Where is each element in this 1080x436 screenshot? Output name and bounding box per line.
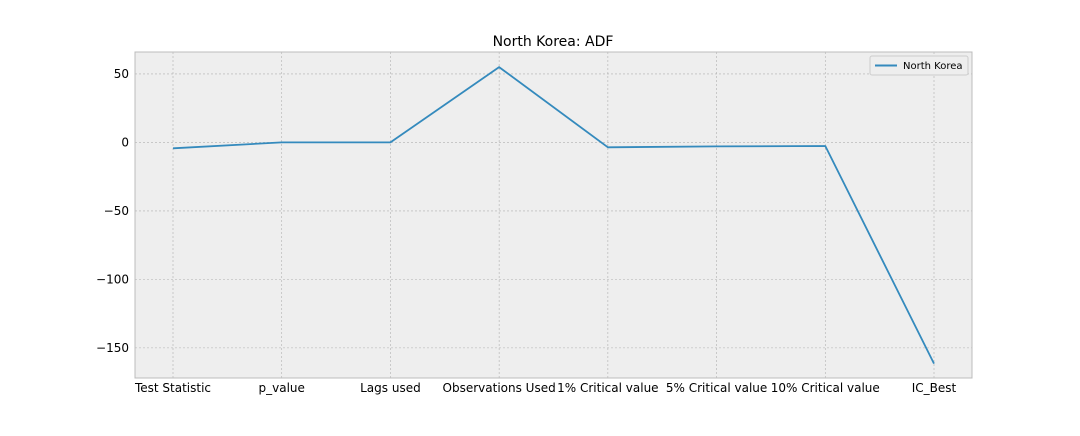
y-tick-label: 50 xyxy=(114,67,129,81)
series-line-north-korea xyxy=(172,66,935,365)
x-tick-label: 1% Critical value xyxy=(557,381,658,395)
x-tick-label: Lags used xyxy=(360,381,421,395)
x-tick-label: IC_Best xyxy=(912,381,957,395)
legend-label: North Korea xyxy=(903,61,963,72)
y-tick-label: −50 xyxy=(104,204,129,218)
x-tick-label: Observations Used xyxy=(443,381,556,395)
x-tick-label: p_value xyxy=(259,381,305,395)
x-tick-label: 5% Critical value xyxy=(666,381,767,395)
x-tick-label: 10% Critical value xyxy=(771,381,880,395)
legend-box xyxy=(869,55,969,76)
plot-frame xyxy=(134,51,973,379)
y-tick-label: −100 xyxy=(96,272,129,286)
x-tick-labels: Test Statistic p_value Lags used Observatio… xyxy=(134,381,957,395)
series-layer xyxy=(172,66,935,365)
plot-background xyxy=(135,52,972,378)
x-tick-label: Test Statistic xyxy=(134,381,211,395)
y-tick-label: −150 xyxy=(96,341,129,355)
legend: North Korea xyxy=(869,55,969,76)
y-gridlines xyxy=(135,73,972,349)
chart-title: North Korea: ADF xyxy=(493,34,614,50)
y-tick-label: 0 xyxy=(121,135,129,149)
y-tick-labels: 50 0 −50 −100 −150 xyxy=(96,67,129,355)
